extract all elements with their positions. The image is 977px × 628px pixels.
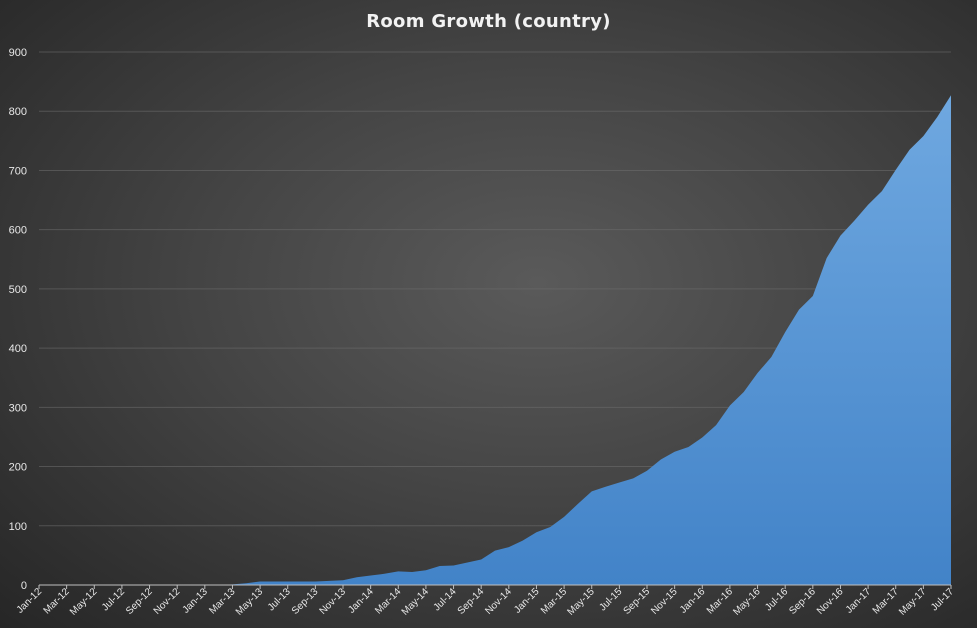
- x-tick-label: Sep-14: [456, 586, 487, 617]
- x-tick-label: Sep-13: [290, 586, 321, 617]
- y-tick-label: 300: [9, 402, 27, 414]
- x-tick-label: Nov-12: [152, 586, 183, 617]
- y-tick-label: 600: [9, 225, 27, 237]
- x-tick-label: Mar-15: [539, 586, 569, 616]
- x-tick-label: Nov-14: [483, 586, 514, 617]
- x-tick-label: Jan-15: [512, 586, 542, 616]
- chart-title: Room Growth (country): [366, 11, 611, 32]
- y-tick-label: 0: [21, 580, 27, 592]
- x-tick-label: May-15: [565, 586, 597, 618]
- x-tick-label: Nov-15: [649, 586, 680, 617]
- y-tick-label: 500: [9, 284, 27, 296]
- x-tick-label: Sep-16: [787, 586, 818, 617]
- x-tick-label: Mar-16: [705, 586, 735, 616]
- x-tick-label: May-16: [731, 586, 763, 618]
- x-tick-label: May-17: [897, 586, 929, 618]
- y-tick-label: 700: [9, 165, 27, 177]
- x-tick-label: Sep-12: [124, 586, 155, 617]
- y-tick-label: 800: [9, 106, 27, 118]
- x-tick-label: Nov-16: [815, 586, 846, 617]
- x-tick-label: Jul-17: [929, 586, 956, 613]
- y-tick-label: 400: [9, 343, 27, 355]
- y-tick-label: 200: [9, 462, 27, 474]
- x-tick-label: Sep-15: [622, 586, 653, 617]
- x-tick-label: Nov-13: [318, 586, 349, 617]
- x-tick-label: Jan-14: [346, 586, 376, 616]
- area-series-room-growth: [39, 95, 951, 585]
- x-tick-label: Mar-13: [207, 586, 237, 616]
- x-tick-label: Jan-12: [15, 586, 45, 616]
- x-tick-label: Jan-17: [844, 586, 874, 616]
- x-tick-label: Mar-14: [373, 586, 403, 616]
- x-tick-label: May-12: [68, 586, 100, 618]
- y-tick-label: 900: [9, 47, 27, 59]
- x-tick-label: Jan-16: [678, 586, 708, 616]
- y-tick-label: 100: [9, 521, 27, 533]
- x-tick-label: May-14: [400, 586, 432, 618]
- x-tick-label: Mar-12: [42, 586, 72, 616]
- y-axis: 0 100 200 300 400 500 600 700 800 900: [9, 47, 27, 592]
- plot-area: [39, 95, 951, 585]
- x-tick-label: Jan-13: [181, 586, 211, 616]
- x-tick-label: May-13: [234, 586, 266, 618]
- x-tick-label: Mar-17: [871, 586, 901, 616]
